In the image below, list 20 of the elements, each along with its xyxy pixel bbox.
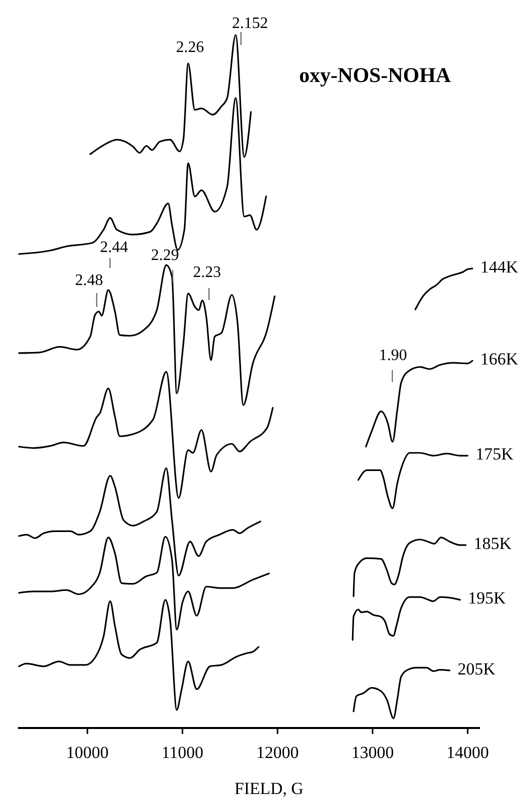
annotation: 2.44 (100, 239, 128, 256)
annotation: 2.23 (193, 264, 221, 281)
series-label: 205K (458, 659, 496, 678)
x-tick-label: 12000 (256, 743, 299, 762)
x-tick-label: 14000 (446, 743, 489, 762)
annotation: 2.29 (151, 247, 179, 264)
x-tick-label: 10000 (66, 743, 109, 762)
annotation: 2.48 (75, 272, 103, 289)
text: oxy-NOS-NOHA (299, 63, 452, 87)
x-tick-label: 11000 (162, 743, 204, 762)
annotation: 1.90 (379, 347, 407, 364)
series-label: 175K (476, 444, 514, 464)
series-label: 185K (474, 534, 512, 553)
series-label: 166K (480, 350, 519, 369)
series-label: 195K (468, 588, 507, 608)
x-axis-title: FIELD, G (234, 779, 304, 798)
annotation: 2.26 (176, 39, 204, 56)
x-tick-label: 13000 (351, 743, 394, 762)
text: 2.152 (232, 15, 268, 32)
series-label: 144K (480, 257, 519, 276)
